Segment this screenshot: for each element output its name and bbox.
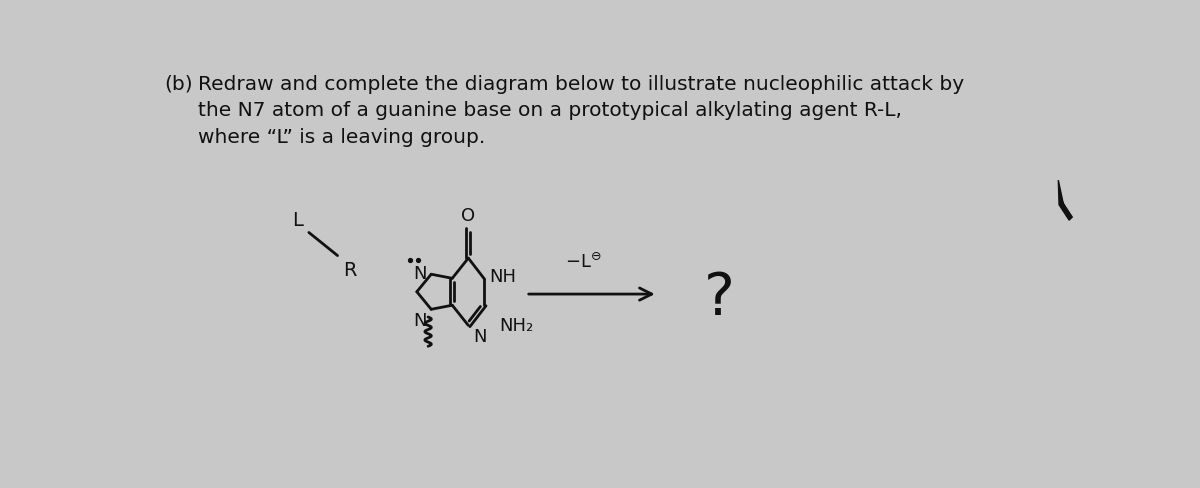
Text: Redraw and complete the diagram below to illustrate nucleophilic attack by
the N: Redraw and complete the diagram below to… bbox=[198, 75, 964, 146]
Text: N: N bbox=[413, 311, 426, 329]
Text: R: R bbox=[343, 261, 356, 280]
Text: NH₂: NH₂ bbox=[499, 317, 534, 335]
Text: N: N bbox=[413, 264, 426, 282]
Text: (b): (b) bbox=[164, 75, 192, 94]
Text: NH: NH bbox=[490, 267, 516, 285]
Text: $\mathsf{-L}^{\!\ominus}$: $\mathsf{-L}^{\!\ominus}$ bbox=[565, 252, 601, 271]
Text: L: L bbox=[292, 210, 302, 229]
Text: O: O bbox=[461, 207, 475, 224]
Text: N: N bbox=[473, 327, 486, 345]
Polygon shape bbox=[1058, 181, 1073, 221]
Text: ?: ? bbox=[704, 269, 736, 326]
